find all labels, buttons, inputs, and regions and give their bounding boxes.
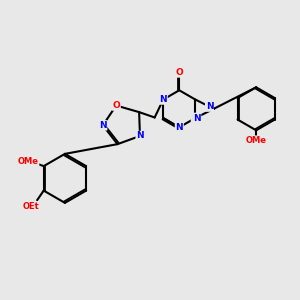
Text: OMe: OMe — [18, 157, 39, 166]
Text: OEt: OEt — [23, 202, 40, 211]
Text: N: N — [99, 121, 106, 130]
Text: N: N — [176, 123, 183, 132]
Text: OMe: OMe — [246, 136, 267, 145]
Text: N: N — [206, 102, 213, 111]
Text: O: O — [176, 68, 183, 77]
Text: N: N — [193, 113, 201, 122]
Text: N: N — [191, 113, 199, 122]
Text: O: O — [112, 101, 120, 110]
Text: N: N — [136, 131, 144, 140]
Text: N: N — [159, 95, 167, 104]
